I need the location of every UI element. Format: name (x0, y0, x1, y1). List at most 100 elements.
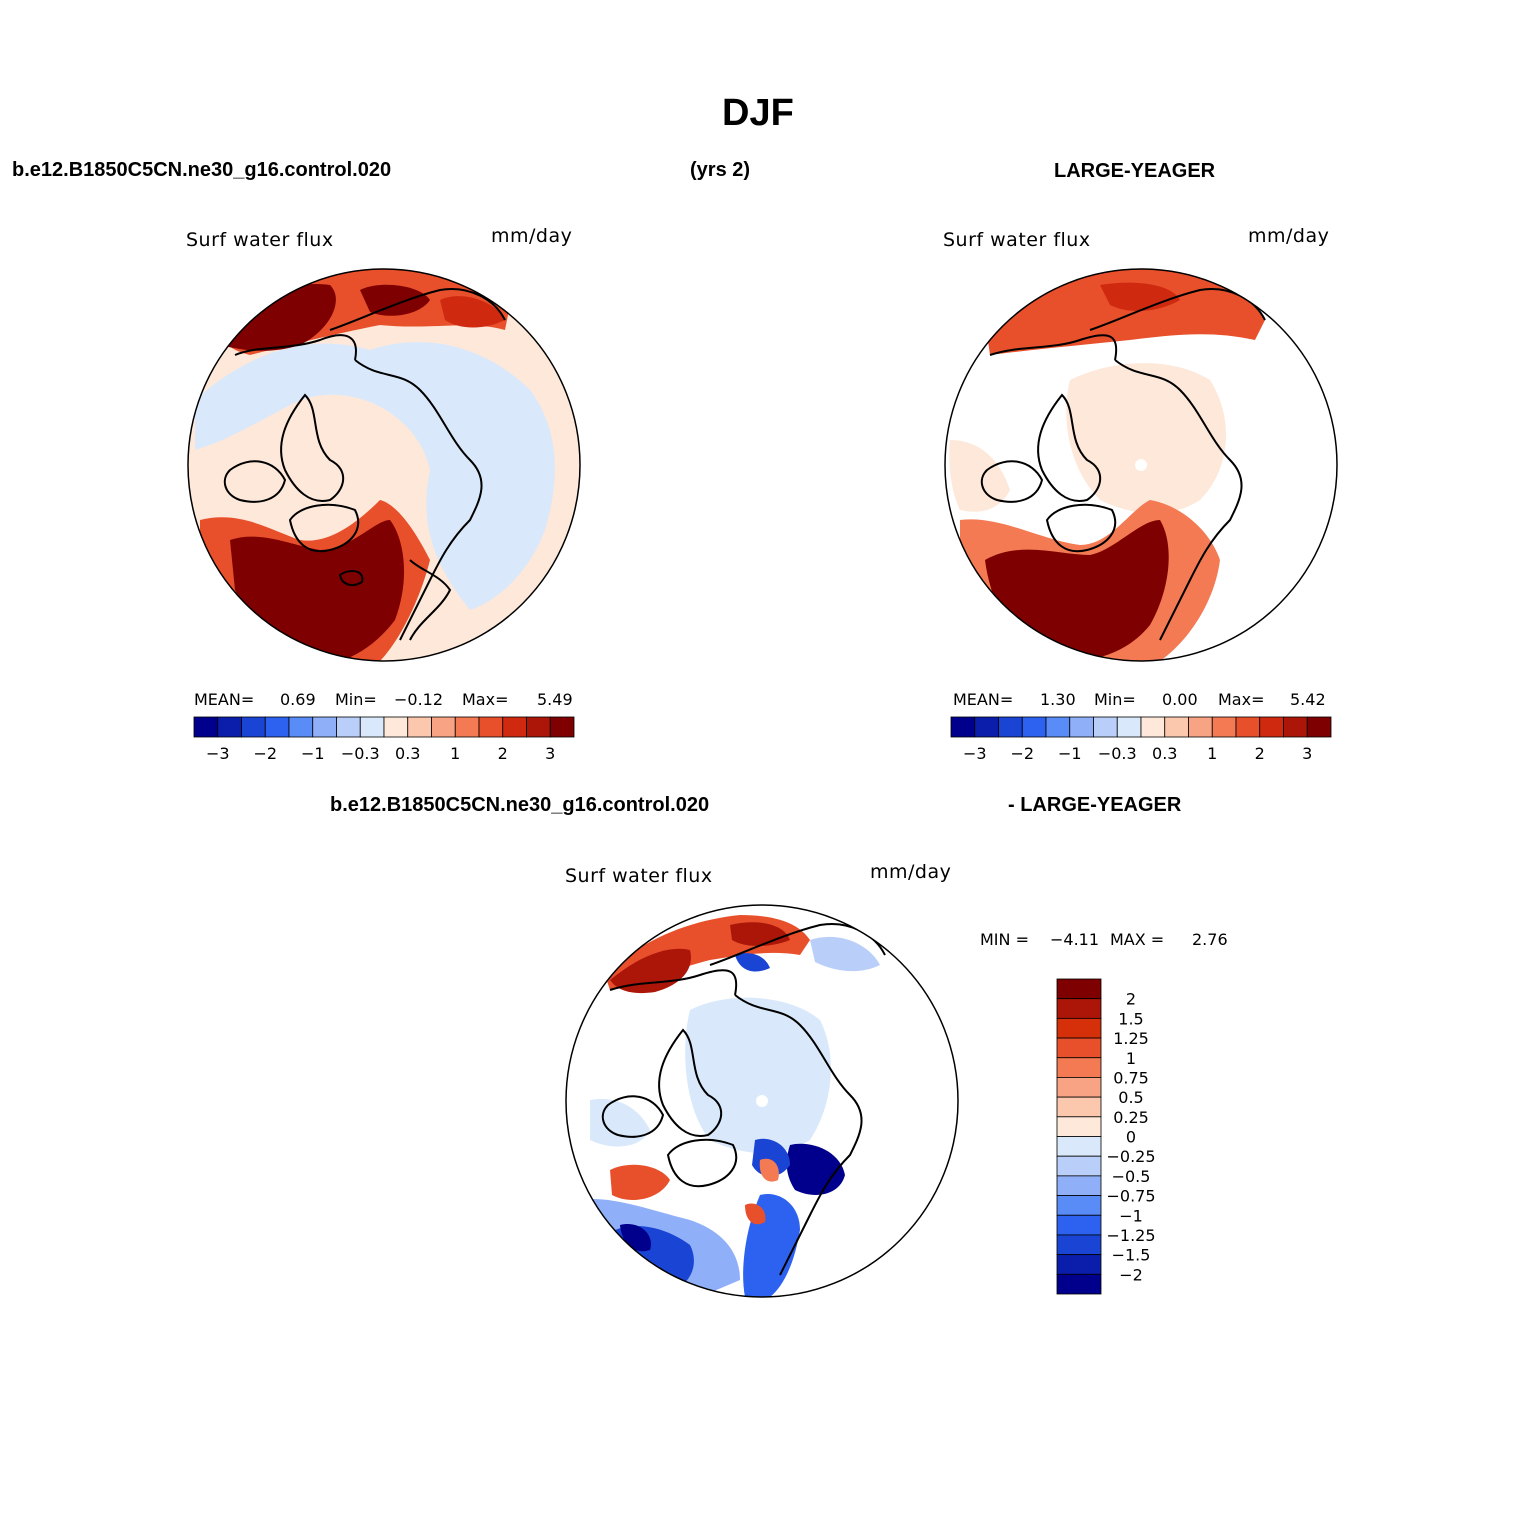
panel3-min-label: MIN = (980, 930, 1029, 949)
colorbar-control-swatch (478, 716, 504, 738)
colorbar-difference-swatch (1056, 1273, 1102, 1295)
colorbar-control-swatch (288, 716, 314, 738)
colorbar-difference-tick-label: −1.25 (1106, 1226, 1155, 1245)
case-name-right: LARGE-YEAGER (1054, 160, 1216, 182)
colorbar-difference-tick-label: −0.75 (1106, 1187, 1155, 1206)
panel1-mean-label: MEAN= (194, 690, 255, 709)
panel3-units-label: mm/day (870, 861, 952, 883)
panel2-max-label: Max= (1218, 690, 1265, 709)
colorbar-large-yeager-swatch (1093, 716, 1118, 738)
colorbar-difference-swatch (1056, 1136, 1102, 1157)
colorbar-large-yeager: −3 −2 −1 −0.3 0.3 1 2 3 (950, 716, 1332, 763)
colorbar-control-tick-label: 0.3 (395, 744, 420, 763)
colorbar-difference-tick-label: −0.5 (1112, 1167, 1151, 1186)
colorbar-difference-swatch (1056, 1195, 1102, 1216)
colorbar-large-yeager-swatch (1306, 716, 1332, 738)
colorbar-control-tick-label: 2 (498, 744, 508, 763)
panel1-min-label: Min= (335, 690, 377, 709)
colorbar-large-yeager-tick-label: −1 (1058, 744, 1082, 763)
colorbar-large-yeager-swatch (1140, 716, 1166, 738)
colorbar-difference-swatch (1056, 1057, 1102, 1078)
colorbar-large-yeager-tick-label: −3 (963, 744, 987, 763)
panel1-variable-label: Surf water flux (186, 229, 334, 251)
colorbar-large-yeager-swatch (1235, 716, 1261, 738)
colorbar-difference-swatch (1056, 1175, 1102, 1196)
colorbar-large-yeager-tick-label: 1 (1207, 744, 1217, 763)
colorbar-difference-swatch (1056, 1037, 1102, 1059)
colorbar-difference-swatch (1056, 1096, 1102, 1118)
colorbar-large-yeager-tick-label: 2 (1255, 744, 1265, 763)
colorbar-large-yeager-swatch (998, 716, 1023, 738)
colorbar-difference-tick-label: 0.5 (1118, 1088, 1143, 1107)
panel3-min-value: −4.11 (1050, 930, 1100, 949)
colorbar-large-yeager-tick-label: −2 (1010, 744, 1034, 763)
panel3-max-value: 2.76 (1192, 930, 1228, 949)
colorbar-control-swatch (549, 716, 575, 738)
colorbar-difference-tick-label: 1 (1126, 1049, 1136, 1068)
colorbar-difference-tick-label: −0.25 (1106, 1147, 1155, 1166)
panel3-max-label: MAX = (1110, 930, 1165, 949)
figure-title: DJF (722, 92, 794, 134)
colorbar-large-yeager-swatch (1116, 716, 1142, 738)
colorbar-large-yeager-tick-label: 3 (1302, 744, 1312, 763)
colorbar-large-yeager-swatch (1211, 716, 1237, 738)
colorbar-difference: 21.51.2510.750.50.250−0.25−0.5−0.75−1−1.… (1056, 978, 1156, 1295)
colorbar-control-swatch (264, 716, 290, 738)
colorbar-control-swatch (502, 716, 527, 738)
panel1-units-label: mm/day (491, 225, 573, 247)
colorbar-difference-swatch (1056, 978, 1102, 1000)
case-name-left: b.e12.B1850C5CN.ne30_g16.control.020 (12, 159, 392, 181)
colorbar-large-yeager-swatch (1069, 716, 1094, 738)
map-panel-large-yeager (944, 268, 1338, 662)
colorbar-difference-tick-label: 1.5 (1118, 1009, 1143, 1028)
colorbar-difference-swatch (1056, 1234, 1102, 1256)
colorbar-control-tick-label: 3 (545, 744, 555, 763)
colorbar-large-yeager-swatch (1164, 716, 1189, 738)
panel1-max-label: Max= (462, 690, 509, 709)
panel1-min-value: −0.12 (394, 690, 444, 709)
colorbar-control-tick-label: −1 (301, 744, 325, 763)
map-panel-control (187, 268, 581, 662)
panel2-units-label: mm/day (1248, 225, 1330, 247)
colorbar-control-swatch (454, 716, 480, 738)
colorbar-large-yeager-swatch (1259, 716, 1284, 738)
colorbar-difference-swatch (1056, 1116, 1102, 1137)
years-label: (yrs 2) (690, 159, 751, 181)
colorbar-control-tick-label: −2 (253, 744, 277, 763)
panel2-min-value: 0.00 (1162, 690, 1198, 709)
colorbar-difference-swatch (1056, 1254, 1102, 1275)
colorbar-large-yeager-swatch (1045, 716, 1071, 738)
colorbar-large-yeager-swatch (1188, 716, 1213, 738)
colorbar-difference-swatch (1056, 998, 1102, 1019)
panel3-variable-label: Surf water flux (565, 865, 713, 887)
colorbar-large-yeager-swatch (1021, 716, 1047, 738)
panel2-variable-label: Surf water flux (943, 229, 1091, 251)
colorbar-control-tick-label: −0.3 (341, 744, 380, 763)
colorbar-large-yeager-tick-label: 0.3 (1152, 744, 1177, 763)
colorbar-large-yeager-swatch (950, 716, 976, 738)
map-panel-difference (565, 904, 959, 1298)
panel2-mean-label: MEAN= (953, 690, 1014, 709)
colorbar-difference-tick-label: 0.25 (1113, 1108, 1149, 1127)
colorbar-difference-tick-label: 1.25 (1113, 1029, 1149, 1048)
colorbar-control-swatch (217, 716, 242, 738)
colorbar-difference-tick-label: 0.75 (1113, 1068, 1149, 1087)
panel2-max-value: 5.42 (1290, 690, 1326, 709)
colorbar-control-swatch (241, 716, 266, 738)
colorbar-difference-tick-label: −2 (1119, 1265, 1143, 1284)
panel2-mean-value: 1.30 (1040, 690, 1076, 709)
colorbar-difference-swatch (1056, 1214, 1102, 1236)
colorbar-difference-tick-label: 0 (1126, 1128, 1136, 1147)
colorbar-difference-tick-label: 2 (1126, 990, 1136, 1009)
colorbar-large-yeager-tick-label: −0.3 (1098, 744, 1137, 763)
colorbar-control: −3 −2 −1 −0.3 0.3 1 2 3 (193, 716, 575, 763)
colorbar-difference-swatch (1056, 1155, 1102, 1177)
colorbar-control-swatch (312, 716, 337, 738)
colorbar-control-swatch (383, 716, 409, 738)
colorbar-control-swatch (526, 716, 551, 738)
colorbar-control-tick-label: 1 (450, 744, 460, 763)
colorbar-difference-tick-label: −1 (1119, 1206, 1143, 1225)
diff-case-right: - LARGE-YEAGER (1008, 794, 1182, 816)
panel1-max-value: 5.49 (537, 690, 573, 709)
